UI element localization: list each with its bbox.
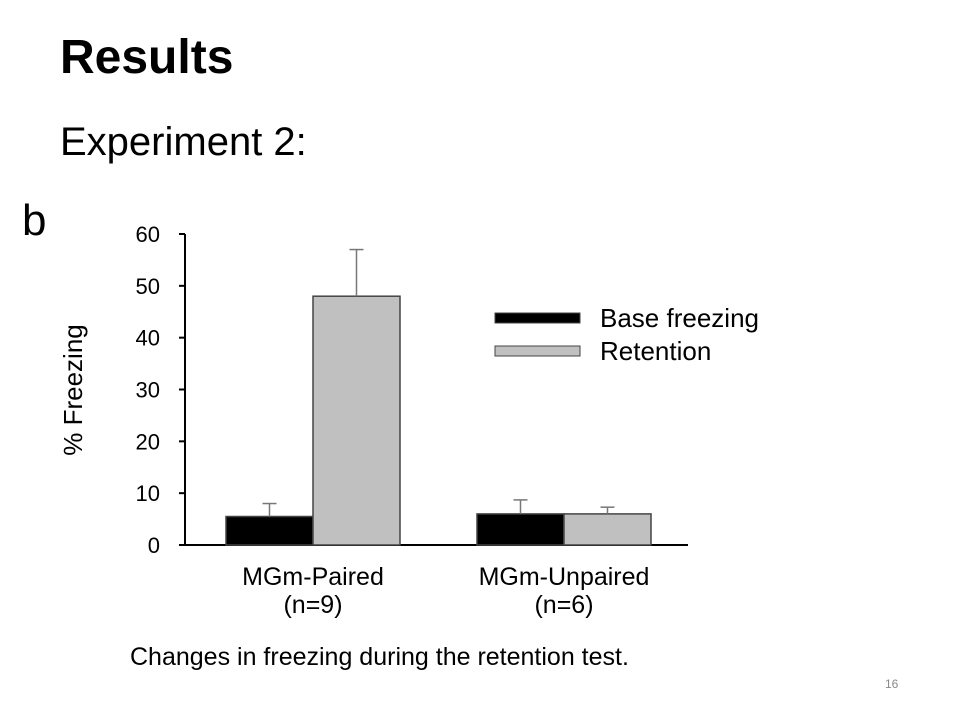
y-tick-label: 50: [136, 274, 160, 299]
legend-swatch: [494, 312, 581, 324]
slide-subtitle: Experiment 2:: [60, 120, 307, 164]
y-tick-label: 60: [136, 222, 160, 247]
bar-base-freezing: [225, 515, 314, 546]
y-tick-label: 30: [136, 378, 160, 403]
y-axis-label: % Freezing: [58, 324, 88, 456]
y-tick-label: 40: [136, 326, 160, 351]
legend-swatch: [494, 345, 581, 357]
legend-label: Base freezing: [600, 303, 759, 333]
y-tick-label: 0: [148, 533, 160, 558]
y-tick-label: 10: [136, 481, 160, 506]
bar-base-freezing: [476, 513, 565, 546]
category-label-n: (n=6): [534, 591, 593, 619]
category-label: MGm-Paired: [242, 563, 384, 591]
y-tick-label: 20: [136, 429, 160, 454]
slide-title: Results: [60, 31, 234, 84]
category-label: MGm-Unpaired: [479, 563, 650, 591]
bar-retention: [312, 295, 401, 546]
figure-caption: Changes in freezing during the retention…: [130, 643, 629, 671]
bar-retention: [563, 513, 652, 546]
category-label-n: (n=9): [283, 591, 342, 619]
panel-label: b: [22, 196, 46, 245]
legend-label: Retention: [600, 336, 711, 366]
page-number: 16: [885, 677, 899, 691]
